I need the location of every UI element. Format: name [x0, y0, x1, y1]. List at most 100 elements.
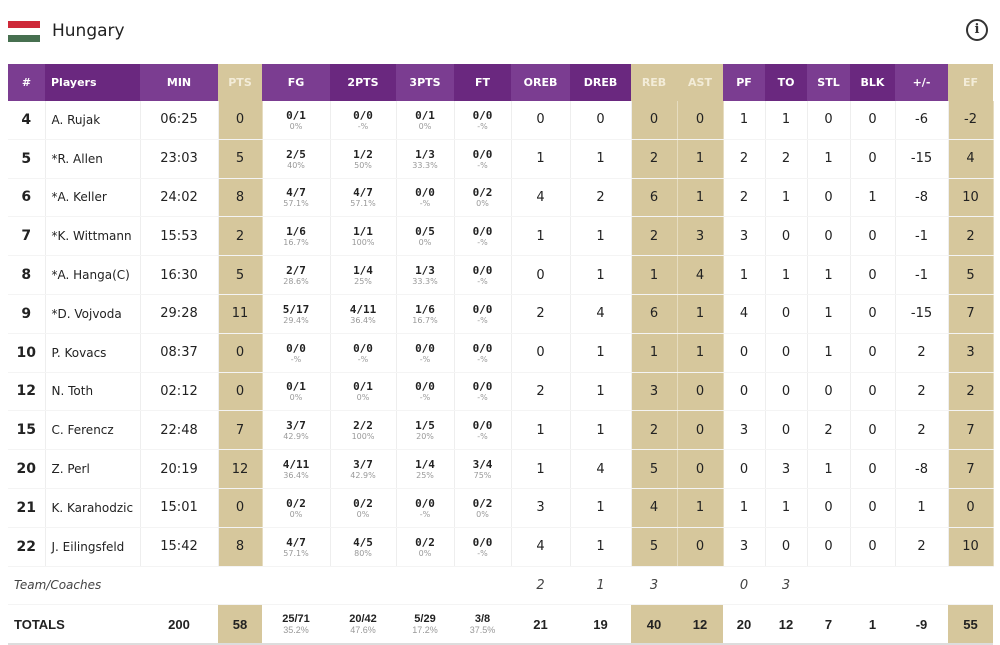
cell-p3: 1/4 25% [396, 449, 455, 489]
percentage: -% [419, 393, 431, 403]
column-header-ft[interactable]: FT [454, 64, 511, 101]
cell-dreb: 1 [570, 255, 632, 295]
made-attempted: 1/1 [353, 225, 373, 239]
made-attempted: 0/0 [472, 225, 493, 239]
cell-blk: 1 [850, 604, 895, 645]
player-name[interactable]: K. Karahodzic [45, 488, 141, 528]
percentage: -% [290, 354, 302, 364]
column-header-fg[interactable]: FG [262, 64, 330, 101]
column-header-no[interactable]: # [8, 64, 45, 101]
column-header-reb[interactable]: REB [631, 64, 677, 101]
cell-stl: 0 [807, 178, 851, 218]
made-attempted: 0/0 [286, 341, 306, 355]
column-header-pts[interactable]: PTS [218, 64, 262, 101]
player-name[interactable]: C. Ferencz [45, 410, 141, 451]
cell-oreb: 0 [511, 255, 571, 295]
cell-dreb: 1 [570, 488, 632, 528]
cell-stl: 0 [807, 101, 851, 140]
cell-no: 22 [8, 527, 46, 567]
player-name[interactable]: *K. Wittmann [45, 216, 141, 257]
column-header-ef[interactable]: EF [948, 64, 993, 101]
percentage: 25% [354, 277, 372, 287]
cell-reb: 6 [631, 178, 678, 218]
cell-p2: 4/11 36.4% [330, 294, 397, 334]
made-attempted: 0/5 [415, 225, 435, 239]
made-attempted: 5/17 [282, 302, 310, 316]
cell-no: 4 [8, 101, 46, 140]
made-attempted: 0/1 [286, 108, 306, 122]
column-header-pf[interactable]: PF [723, 64, 765, 101]
cell-p3: 1/5 20% [396, 410, 455, 451]
info-icon[interactable]: i [966, 19, 988, 41]
cell-ft: 0/0 -% [454, 101, 512, 140]
player-name[interactable]: N. Toth [45, 372, 141, 412]
column-header-pm[interactable]: +/- [895, 64, 948, 101]
cell-ef: 3 [948, 333, 994, 373]
made-attempted: 4/11 [349, 302, 377, 316]
column-header-name[interactable]: Players [45, 64, 140, 101]
cell-blk: 0 [850, 372, 896, 412]
column-header-dreb[interactable]: DREB [570, 64, 631, 101]
player-name[interactable]: *R. Allen [45, 139, 141, 179]
column-header-to[interactable]: TO [765, 64, 807, 101]
percentage: 0% [289, 121, 303, 131]
player-name[interactable]: *A. Keller [45, 178, 141, 218]
cell-ef: 10 [948, 527, 994, 567]
column-header-blk[interactable]: BLK [850, 64, 895, 101]
made-attempted: 3/4 [472, 458, 493, 472]
cell-ft: 0/0 -% [454, 216, 512, 257]
player-name[interactable]: *A. Hanga(C) [45, 255, 141, 295]
hungary-flag-icon [8, 20, 40, 42]
cell-pm: -15 [895, 139, 949, 179]
made-attempted: 0/0 [415, 380, 435, 394]
cell-to: 1 [765, 255, 808, 295]
cell-ft: 0/0 -% [454, 294, 512, 334]
percentage: 0% [418, 548, 432, 558]
cell-pts: 12 [218, 449, 263, 489]
cell-pm: -8 [895, 178, 949, 218]
box-score-table: # Players MIN PTS FG 2PTS 3PTS FT OREB DREB REB AST… [8, 64, 994, 645]
cell-stl: 1 [807, 333, 851, 373]
column-header-min[interactable]: MIN [140, 64, 218, 101]
cell-min: 08:37 [140, 333, 219, 373]
column-header-oreb[interactable]: OREB [511, 64, 570, 101]
made-attempted: 4/7 [353, 186, 373, 200]
player-row: 21 K. Karahodzic 15:01 0 0/2 0% 0/2 0% 0/0 -% 0/2 0… [8, 488, 994, 528]
column-header-ast[interactable]: AST [677, 64, 723, 101]
cell-ast: 1 [677, 178, 724, 218]
cell-pf: 0 [723, 566, 765, 606]
cell-dreb: 1 [570, 139, 632, 179]
percentage: -% [419, 509, 431, 519]
made-attempted: 4/7 [286, 186, 306, 200]
column-header-stl[interactable]: STL [807, 64, 850, 101]
cell-ft: 0/0 -% [454, 255, 512, 295]
player-name[interactable]: J. Eilingsfeld [45, 527, 141, 567]
cell-min: 200 [140, 604, 218, 645]
cell-p3: 1/6 16.7% [396, 294, 455, 334]
cell-fg: 5/17 29.4% [262, 294, 331, 334]
player-name[interactable]: P. Kovacs [45, 333, 141, 373]
cell-ast: 4 [677, 255, 724, 295]
column-header-p2[interactable]: 2PTS [330, 64, 396, 101]
cell-oreb: 1 [511, 139, 571, 179]
player-name[interactable]: *D. Vojvoda [45, 294, 141, 334]
made-attempted: 1/6 [286, 225, 306, 239]
cell-blk: 1 [850, 178, 896, 218]
totals-label: TOTALS [8, 604, 140, 645]
cell-stl: 0 [807, 216, 851, 257]
cell-p2: 4/7 57.1% [330, 178, 397, 218]
percentage: 100% [351, 238, 375, 248]
percentage: 50% [354, 160, 372, 170]
cell-fg: 2/7 28.6% [262, 255, 331, 295]
team-coaches-label: Team/Coaches [8, 566, 140, 606]
player-name[interactable]: A. Rujak [45, 101, 141, 140]
cell-pf: 3 [723, 410, 766, 451]
percentage: 36.4% [283, 471, 309, 481]
cell-fg [262, 566, 330, 606]
player-name[interactable]: Z. Perl [45, 449, 141, 489]
cell-pf: 0 [723, 333, 766, 373]
column-header-p3[interactable]: 3PTS [396, 64, 454, 101]
cell-no: 10 [8, 333, 46, 373]
cell-no: 20 [8, 449, 46, 489]
cell-ef: 0 [948, 488, 994, 528]
